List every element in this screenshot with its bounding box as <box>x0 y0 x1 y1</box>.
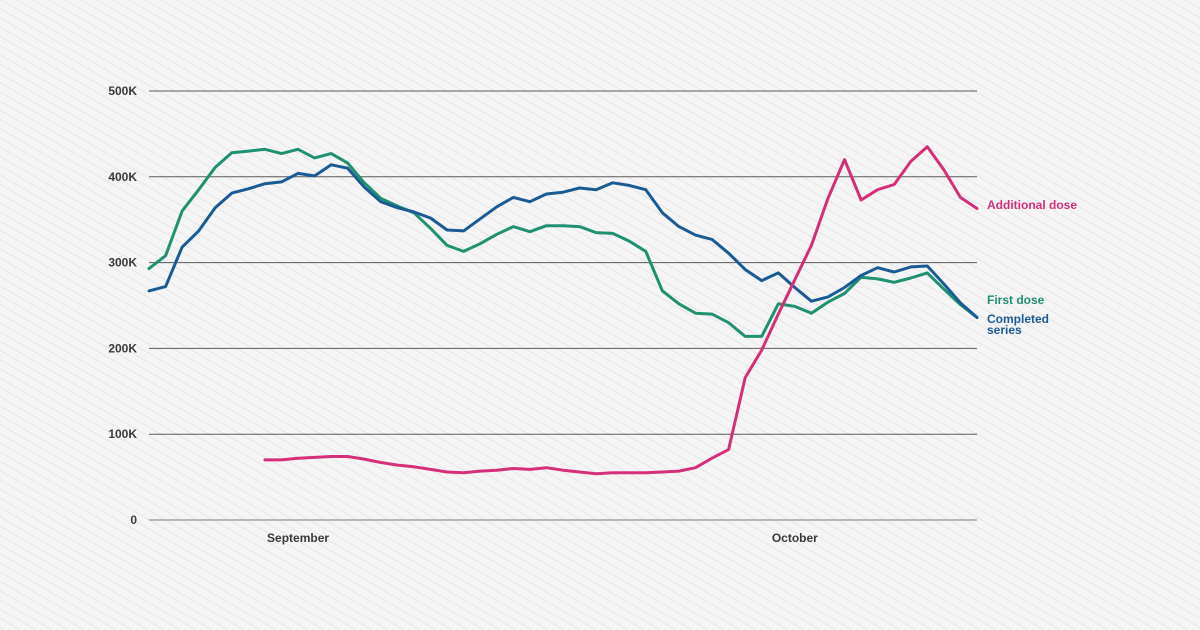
series-lines <box>147 145 979 476</box>
y-tick-label: 0 <box>130 513 137 527</box>
x-tick-label: October <box>772 531 818 545</box>
y-tick-label: 100K <box>108 427 137 441</box>
x-tick-label: September <box>267 531 329 545</box>
y-tick-label: 300K <box>108 256 137 270</box>
x-axis-ticks: September October <box>267 531 818 545</box>
series-label: Additional dose <box>987 198 1077 212</box>
series-line-first-dose <box>147 147 979 338</box>
grid-lines <box>149 90 977 521</box>
series-labels: First dose Completed series Additional dose <box>987 198 1077 337</box>
y-axis-ticks: 0 100K 200K 300K 400K 500K <box>108 84 137 527</box>
series-line-completed-series <box>147 163 979 319</box>
series-label: Completed series <box>987 312 1049 337</box>
y-tick-label: 500K <box>108 84 137 98</box>
y-tick-label: 400K <box>108 170 137 184</box>
series-line-additional-dose <box>263 145 979 476</box>
series-label: First dose <box>987 293 1045 307</box>
y-tick-label: 200K <box>108 341 137 355</box>
